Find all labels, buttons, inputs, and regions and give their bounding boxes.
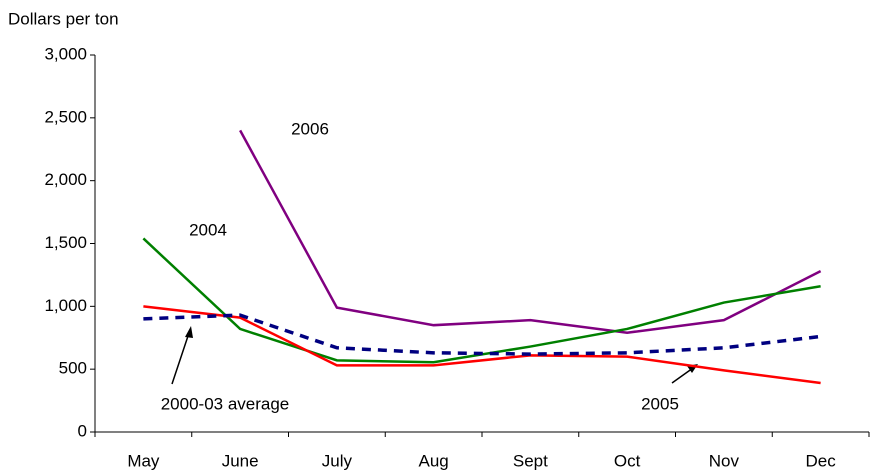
x-tick-label: Dec (806, 451, 837, 470)
y-tick-label: 0 (78, 421, 87, 440)
y-tick-label: 2,000 (44, 170, 87, 189)
x-tick-label: Sept (513, 451, 548, 470)
series-line (239, 129, 822, 334)
arrow (171, 332, 190, 385)
x-tick-label: Oct (614, 451, 641, 470)
y-axis-label: Dollars per ton (8, 9, 119, 28)
series-label: 2006 (291, 119, 329, 138)
x-tick-label: Aug (419, 451, 449, 470)
series-label: 2005 (641, 394, 679, 413)
x-tick-label: May (127, 451, 160, 470)
x-tick-label: Nov (709, 451, 740, 470)
y-tick-label: 3,000 (44, 44, 87, 63)
y-tick-label: 500 (59, 359, 87, 378)
y-tick-label: 2,500 (44, 107, 87, 126)
series-line (143, 313, 821, 356)
arrow (671, 367, 694, 384)
arrow-head (185, 326, 193, 338)
series-line (142, 237, 821, 364)
x-tick-label: June (222, 451, 259, 470)
series-label: 2004 (189, 220, 227, 239)
annotation-arrows (171, 326, 698, 385)
series-label: 2000-03 average (161, 394, 290, 413)
series-line (143, 305, 821, 385)
y-tick-label: 1,000 (44, 296, 87, 315)
y-tick-label: 1,500 (44, 233, 87, 252)
x-tick-label: July (322, 451, 353, 470)
